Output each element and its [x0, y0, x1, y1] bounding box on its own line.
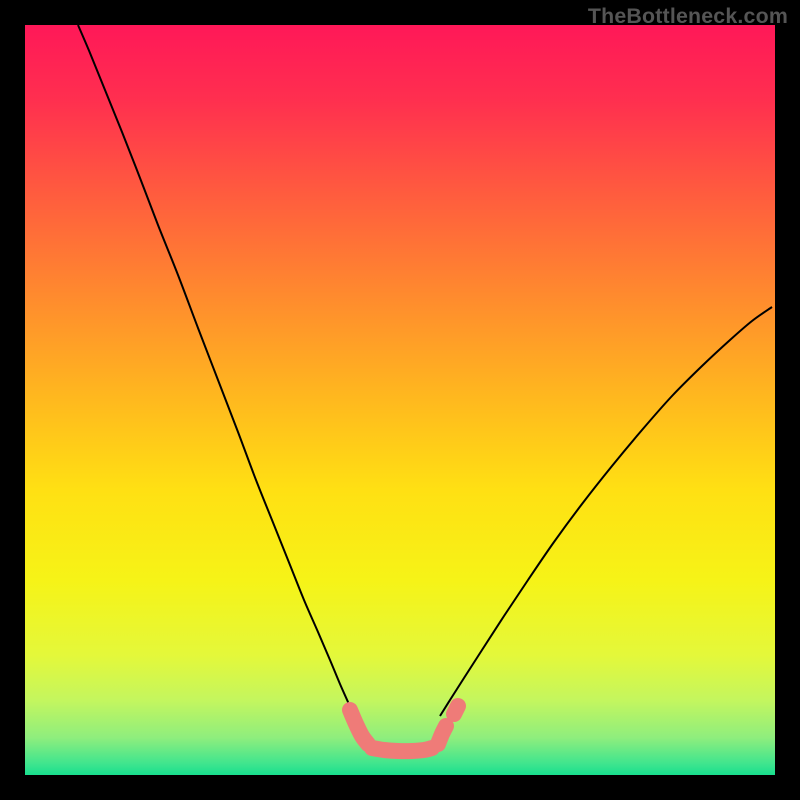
chart-frame: TheBottleneck.com — [0, 0, 800, 800]
coral-segment-dot — [454, 706, 458, 714]
bottleneck-chart — [0, 0, 800, 800]
gradient-background — [25, 25, 775, 775]
coral-segment-bottom — [372, 748, 432, 751]
watermark-text: TheBottleneck.com — [588, 4, 788, 29]
coral-segment-right — [438, 726, 446, 744]
